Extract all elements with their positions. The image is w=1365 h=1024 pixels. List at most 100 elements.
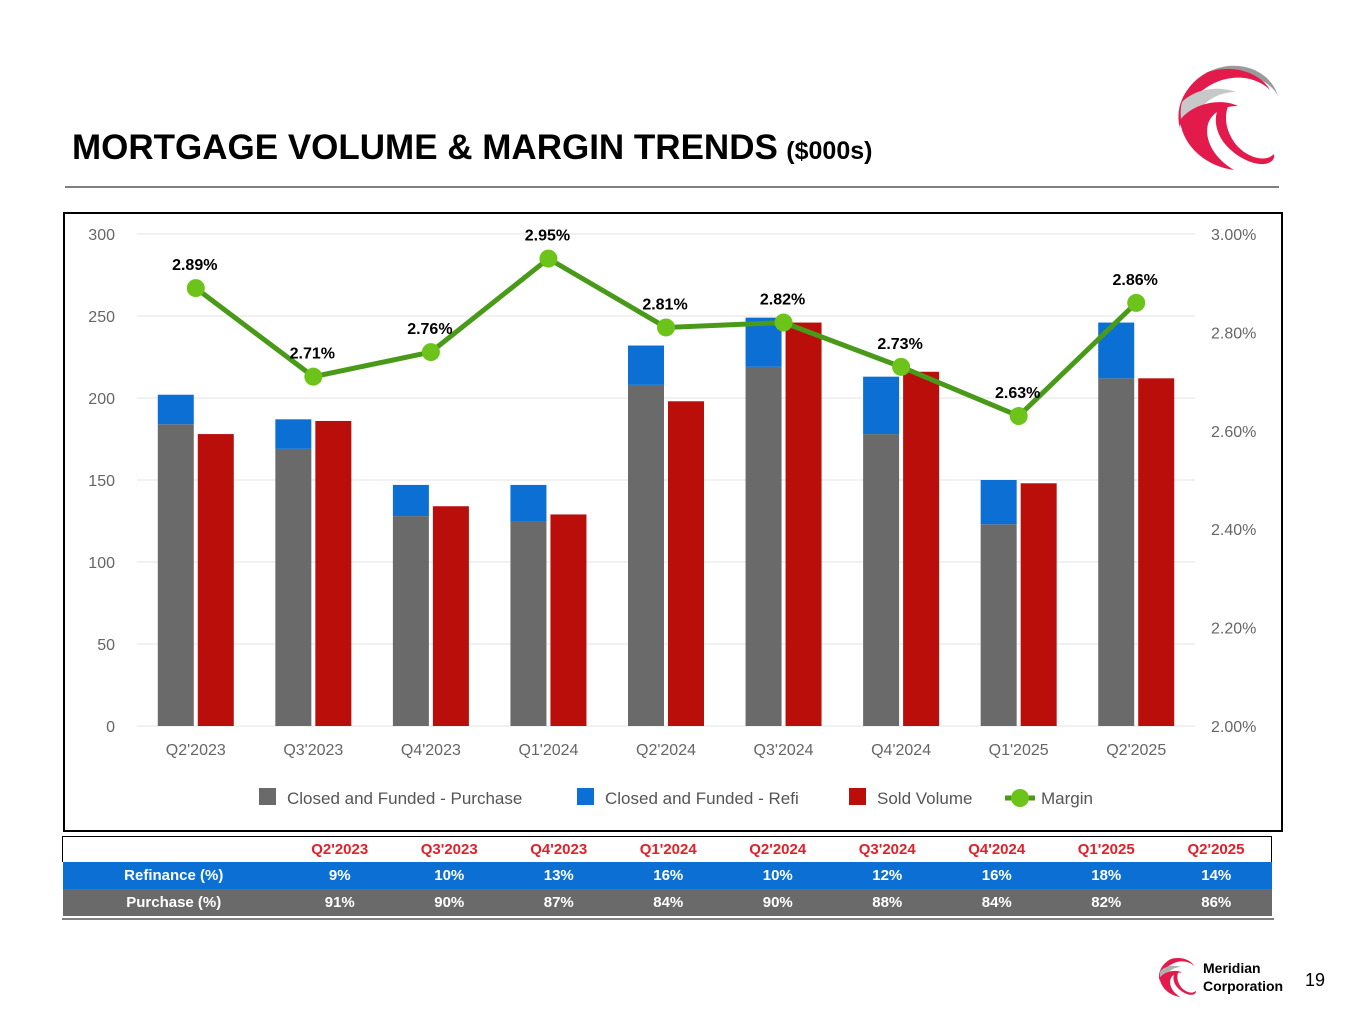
table-row-refinance: Refinance (%) 9% 10% 13% 16% 10% 12% 16%… xyxy=(62,862,1272,889)
bar-sold-volume xyxy=(432,506,469,726)
footer-logo-icon xyxy=(1159,958,1196,998)
x-axis-tick-label: Q4'2024 xyxy=(871,742,931,759)
bar-sold-volume xyxy=(1138,378,1175,726)
x-axis-tick-label: Q1'2025 xyxy=(989,742,1049,759)
bar-closed-purchase xyxy=(275,448,312,726)
table-header-cell: Q3'2024 xyxy=(832,836,942,862)
table-header-cell: Q3'2023 xyxy=(394,836,504,862)
bar-closed-purchase xyxy=(392,516,429,726)
page-number: 19 xyxy=(1305,970,1326,990)
margin-data-label: 2.73% xyxy=(877,336,922,353)
table-cell: 12% xyxy=(832,862,942,889)
bar-sold-volume xyxy=(903,371,940,726)
y-axis-left-tick-label: 100 xyxy=(88,555,115,572)
bar-closed-purchase xyxy=(510,521,547,726)
table-cell: 10% xyxy=(394,862,504,889)
mix-table: Q2'2023 Q3'2023 Q4'2023 Q1'2024 Q2'2024 … xyxy=(62,836,1272,916)
y-axis-left-tick-label: 150 xyxy=(88,473,115,490)
bar-sold-volume xyxy=(785,322,822,726)
legend-swatch xyxy=(849,788,866,805)
table-cell: 82% xyxy=(1051,889,1161,916)
table-cell: 18% xyxy=(1051,862,1161,889)
y-axis-left-tick-label: 0 xyxy=(106,719,115,736)
table-header-cell: Q2'2025 xyxy=(1161,836,1272,862)
table-cell: 84% xyxy=(942,889,1052,916)
bar-closed-purchase xyxy=(745,366,782,726)
company-logo-icon xyxy=(1178,65,1278,170)
title-divider xyxy=(65,186,1279,188)
bar-sold-volume xyxy=(550,514,587,726)
company-name-line2: Corporation xyxy=(1203,978,1284,994)
bar-sold-volume xyxy=(315,420,352,726)
table-cell: 90% xyxy=(394,889,504,916)
table-header-cell: Q1'2025 xyxy=(1051,836,1161,862)
bar-closed-refi xyxy=(157,394,194,425)
margin-point xyxy=(774,313,793,332)
bar-closed-purchase xyxy=(863,434,900,726)
table-cell: 86% xyxy=(1161,889,1272,916)
y-axis-left-tick-label: 300 xyxy=(88,227,115,244)
bar-closed-refi xyxy=(510,484,547,521)
x-axis-tick-label: Q3'2023 xyxy=(283,742,343,759)
table-row-purchase: Purchase (%) 91% 90% 87% 84% 90% 88% 84%… xyxy=(62,889,1272,916)
legend-label: Closed and Funded - Purchase xyxy=(287,789,522,808)
legend-swatch xyxy=(577,788,594,805)
margin-data-label: 2.71% xyxy=(290,346,335,363)
table-cell: 13% xyxy=(504,862,614,889)
row-label: Refinance (%) xyxy=(62,862,285,889)
x-axis-tick-label: Q2'2024 xyxy=(636,742,696,759)
table-cell: 90% xyxy=(723,889,833,916)
y-axis-right-tick-label: 2.20% xyxy=(1211,621,1256,638)
table-cell: 9% xyxy=(285,862,395,889)
bar-sold-volume xyxy=(1020,483,1057,726)
mortgage-chart: 0 50 100 150 200 250 300 2.00% 2.20% 2.40% 2.60% 2.… xyxy=(88,227,1256,808)
legend-swatch xyxy=(259,788,276,805)
bar-closed-refi xyxy=(392,484,429,517)
table-cell: 14% xyxy=(1161,862,1272,889)
y-axis-right-tick-label: 2.40% xyxy=(1211,522,1256,539)
y-axis-right-tick-label: 2.80% xyxy=(1211,325,1256,342)
bar-closed-refi xyxy=(628,345,664,385)
margin-point xyxy=(1009,407,1028,426)
margin-data-label: 2.81% xyxy=(642,296,687,313)
bar-closed-refi xyxy=(863,376,900,435)
company-name-line1: Meridian xyxy=(1203,960,1261,976)
table-cell: 87% xyxy=(504,889,614,916)
margin-data-label: 2.86% xyxy=(1113,272,1158,289)
legend-swatch-marker xyxy=(1011,789,1029,807)
company-name: Meridian Corporation xyxy=(1203,959,1283,995)
bar-closed-purchase xyxy=(980,524,1017,726)
chart-frame: 0 50 100 150 200 250 300 2.00% 2.20% 2.40% 2.60% 2.… xyxy=(63,212,1283,832)
y-axis-left-tick-label: 50 xyxy=(97,637,115,654)
table-header-cell: Q4'2024 xyxy=(942,836,1052,862)
table-cell: 88% xyxy=(832,889,942,916)
row-label: Purchase (%) xyxy=(62,889,285,916)
title-units: ($000s) xyxy=(786,137,873,165)
bar-closed-refi xyxy=(980,480,1017,525)
x-axis-tick-label: Q2'2023 xyxy=(166,742,226,759)
table-cell: 84% xyxy=(613,889,723,916)
legend-label: Margin xyxy=(1041,789,1093,808)
table-cell: 10% xyxy=(723,862,833,889)
y-axis-right-tick-label: 2.60% xyxy=(1211,424,1256,441)
bar-sold-volume xyxy=(197,434,234,726)
legend-label: Closed and Funded - Refi xyxy=(605,789,799,808)
bar-sold-volume xyxy=(668,401,704,726)
y-axis-right-tick-label: 2.00% xyxy=(1211,719,1256,736)
margin-point xyxy=(304,367,323,386)
table-cell: 16% xyxy=(942,862,1052,889)
margin-data-label: 2.76% xyxy=(407,321,452,338)
table-header-cell: Q1'2024 xyxy=(613,836,723,862)
table-cell: 91% xyxy=(285,889,395,916)
y-axis-left-tick-label: 250 xyxy=(88,309,115,326)
x-axis-tick-label: Q3'2024 xyxy=(754,742,814,759)
margin-point xyxy=(539,249,558,268)
margin-point xyxy=(421,343,440,362)
margin-data-label: 2.82% xyxy=(760,292,805,309)
bar-closed-purchase xyxy=(1098,378,1135,726)
x-axis-tick-label: Q1'2024 xyxy=(518,742,578,759)
margin-data-label: 2.95% xyxy=(525,228,570,245)
x-axis-tick-label: Q2'2025 xyxy=(1106,742,1166,759)
margin-data-label: 2.89% xyxy=(172,257,217,274)
margin-data-label: 2.63% xyxy=(995,385,1040,402)
